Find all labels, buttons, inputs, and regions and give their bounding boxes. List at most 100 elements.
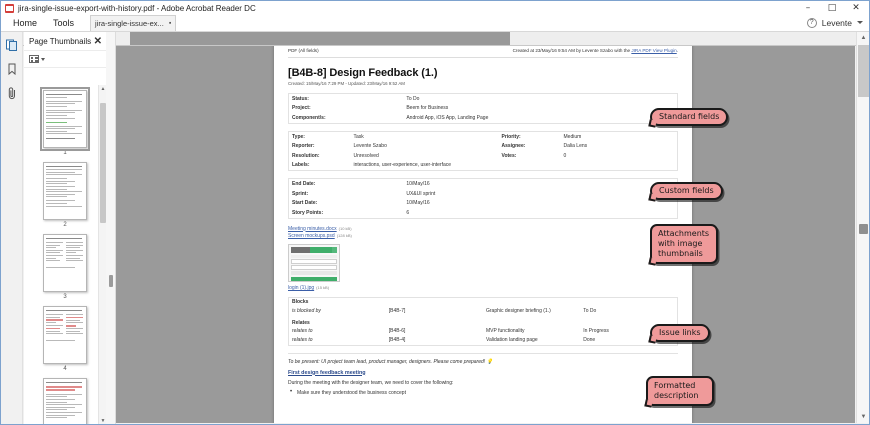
minimize-button[interactable]: – [805, 3, 811, 13]
page-thumbnail-preview[interactable] [43, 378, 87, 424]
maximize-button[interactable]: □ [827, 3, 837, 13]
table-row: Type: Task Priority: Medium [289, 131, 678, 141]
chevron-down-icon[interactable] [41, 57, 45, 61]
list-item: Meeting minutes.docx (10 kB) [288, 226, 678, 232]
mockup-tabs [291, 247, 337, 254]
field-label: Votes: [501, 152, 517, 159]
list-item[interactable]: 5 [28, 378, 102, 424]
field-value: 0 [563, 152, 567, 159]
paperclip-icon[interactable] [5, 86, 19, 100]
panel-splitter[interactable] [106, 32, 116, 424]
field-value: Medium [563, 133, 582, 140]
list-item[interactable]: 1 [28, 87, 102, 156]
scrollbar-thumb[interactable] [858, 45, 869, 97]
scrollbar-grip[interactable] [859, 224, 868, 234]
description-note-text: To be present: UI project team lead, pro… [288, 358, 486, 365]
pdf-page: PDF (All fields) Created at 23/May/16 9:… [274, 46, 692, 423]
table-row: Labels: interactions, user-experience, u… [289, 161, 678, 171]
attachment-link[interactable]: Screen mockups.psd [288, 233, 335, 240]
link-group-label: Relates [292, 319, 310, 326]
chevron-down-icon[interactable] [857, 21, 863, 24]
attachment-link[interactable]: Meeting minutes.docx [288, 225, 337, 232]
document-tab-close-icon[interactable]: ▪ [168, 20, 172, 27]
link-relation: is blocked by [292, 308, 321, 315]
mockup-password-input [291, 265, 337, 270]
bookmark-icon[interactable] [5, 62, 19, 76]
field-value: To Do [406, 95, 420, 102]
field-label: End Date: [292, 180, 316, 187]
table-row: Start Date: 10/May/16 [289, 198, 678, 208]
description-section: To be present: UI project team lead, pro… [288, 352, 678, 396]
scrollbar-thumb[interactable] [100, 103, 106, 223]
table-row: Project: Beem for Business [289, 104, 678, 114]
mockup-caption-bar [291, 254, 337, 258]
document-tab-label: jira-single-issue-ex... [95, 19, 164, 28]
page-title: [B4B-8] Design Feedback (1.) [288, 67, 438, 79]
field-label: Start Date: [292, 200, 318, 207]
callout-label: Standard fields [659, 112, 720, 121]
field-value: UX&UI sprint [406, 190, 436, 197]
callout-attachments: Attachments with image thumbnails [648, 224, 718, 266]
page-thumbnail-preview[interactable] [43, 306, 87, 364]
user-menu-label[interactable]: Levente [821, 17, 852, 28]
scroll-up-arrow-icon[interactable]: ▲ [100, 86, 106, 92]
callout-tail [648, 335, 657, 344]
menu-bar-right: ? Levente [806, 14, 869, 31]
callout-label: Custom fields [659, 186, 714, 195]
standard-fields-top-table: Status: To Do Project: Beem for Business… [288, 93, 678, 124]
help-icon[interactable]: ? [806, 17, 817, 28]
document-viewport[interactable]: PDF (All fields) Created at 23/May/16 9:… [116, 46, 855, 423]
field-label: Reporter: [292, 143, 315, 150]
page-thumbnails-list[interactable]: 1 2 [24, 85, 106, 424]
callout-label: Attachments with image thumbnails [658, 229, 710, 258]
list-options-icon[interactable] [29, 55, 39, 63]
table-row: Relates [289, 316, 678, 327]
link-issue-key: [B4B-6] [388, 328, 406, 335]
document-tab[interactable]: jira-single-issue-ex... ▪ [90, 15, 177, 31]
menu-tools[interactable]: Tools [53, 18, 75, 28]
field-label: Type: [292, 133, 305, 140]
callout-tail [648, 193, 657, 202]
close-button[interactable]: ✕ [852, 3, 860, 13]
page-thumbnail-preview[interactable] [43, 234, 87, 292]
list-item[interactable]: 2 [28, 162, 102, 228]
list-item[interactable]: 3 [28, 234, 102, 300]
callout-issue-links: Issue links [648, 324, 710, 344]
standard-fields-grid-table: Type: Task Priority: Medium Reporter: Le… [288, 130, 678, 172]
pdf-page-header: PDF (All fields) Created at 23/May/16 9:… [288, 48, 678, 58]
description-paragraph: During the meeting with the designer tea… [288, 379, 454, 386]
table-row: Blocks [289, 298, 678, 307]
scroll-up-arrow-icon[interactable]: ▲ [860, 35, 867, 41]
menu-home[interactable]: Home [13, 18, 38, 28]
page-thumbnail-preview[interactable] [40, 87, 90, 151]
pdf-header-left: PDF (All fields) [288, 48, 319, 53]
callout-tail [648, 257, 657, 266]
pdf-header-created: Created at 23/May/16 9:54 AM by Levente … [512, 48, 632, 53]
link-summary: Validation landing page [486, 337, 538, 344]
page-thumbnails-icon[interactable] [5, 38, 19, 52]
image-attachment-link[interactable]: login (1).jpg [288, 285, 315, 292]
table-row: relates to [B4B-4] Validation landing pa… [289, 336, 678, 345]
mockup-username-input [291, 259, 337, 264]
mockup-login-button [291, 276, 337, 282]
description-heading: First design feedback meeting [288, 369, 366, 376]
page-thumbnail-preview[interactable] [43, 162, 87, 220]
callout-label: Formatted description [654, 381, 699, 400]
document-scrollbar[interactable]: ▲ ▼ [856, 32, 869, 423]
scroll-down-arrow-icon[interactable]: ▼ [860, 414, 867, 420]
list-item[interactable]: 4 [28, 306, 102, 372]
toolbar-overlay [130, 32, 510, 45]
field-value: Beem for Business [406, 105, 449, 112]
scroll-down-arrow-icon[interactable]: ▼ [100, 418, 106, 424]
thumbnails-scrollbar[interactable]: ▲ ▼ [98, 85, 106, 424]
field-value: Task [353, 133, 364, 140]
link-issue-key: [B4B-7] [388, 308, 406, 315]
login-screen-mockup [288, 244, 340, 283]
table-row: Story Points: 6 [289, 208, 678, 218]
close-icon[interactable]: ✕ [93, 35, 102, 47]
page-number: 1 [63, 150, 67, 156]
jira-plugin-link[interactable]: JIRA PDF View Plugin [631, 48, 677, 53]
splitter-grip[interactable] [108, 274, 113, 287]
description-note: To be present: UI project team lead, pro… [288, 359, 678, 365]
